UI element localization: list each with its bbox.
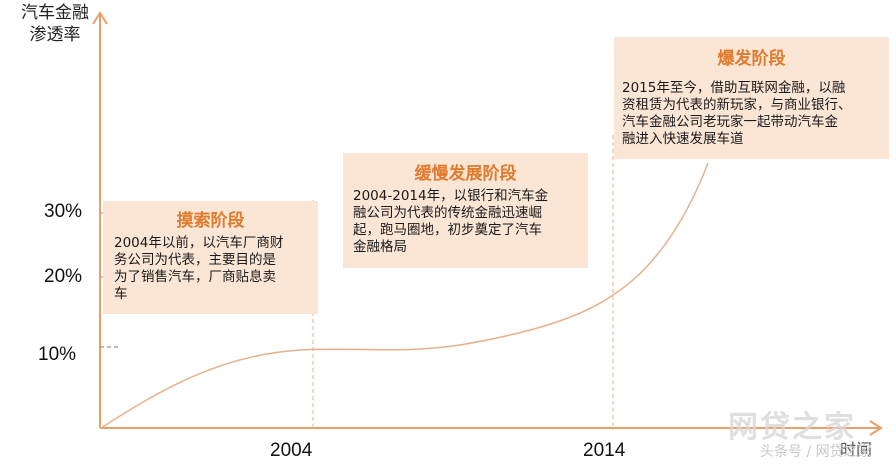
x-tick-2014: 2014 [583, 440, 626, 461]
y-tick-10: 10% [38, 344, 77, 365]
penetration-curve [100, 162, 709, 429]
phase-box-explosion: 爆发阶段 2015年至今，借助互联网金融，以融 资租赁为代表的新玩家，与商业银行… [614, 37, 889, 159]
y-axis-arrow-icon [92, 11, 108, 25]
watermark-caption: 头条号 / 网贷之家 [760, 444, 872, 460]
x-axis-label: 时间 [840, 440, 873, 459]
y-tick-20: 20% [44, 266, 83, 287]
phase-title: 缓慢发展阶段 [414, 164, 517, 184]
y-tick-30: 30% [44, 201, 83, 222]
x-tick-2004: 2004 [270, 440, 313, 461]
phase-box-slow-growth: 缓慢发展阶段 2004-2014年，以银行和汽车金 融公司为代表的传统金融迅速崛… [343, 153, 588, 268]
phase-text: 2004-2014年，以银行和汽车金 融公司为代表的传统金融迅速崛 起，跑马圈地… [353, 188, 549, 255]
phase-box-exploration: 摸索阶段 2004年以前，以汽车厂商财 务公司为代表，主要目的是 为了销售汽车，… [103, 201, 318, 314]
x-axis-arrow-icon [869, 420, 883, 436]
watermark-logo: 网贷之家 [728, 410, 856, 445]
y-axis-label: 汽车金融 渗透率 [21, 3, 89, 45]
phase-title: 摸索阶段 [176, 211, 245, 231]
phase-text: 2015年至今，借助互联网金融，以融 资租赁为代表的新玩家，与商业银行、 汽车金… [622, 80, 852, 147]
phase-title: 爆发阶段 [717, 49, 786, 69]
phase-text: 2004年以前，以汽车厂商财 务公司为代表，主要目的是 为了销售汽车，厂商贴息卖… [114, 235, 284, 302]
